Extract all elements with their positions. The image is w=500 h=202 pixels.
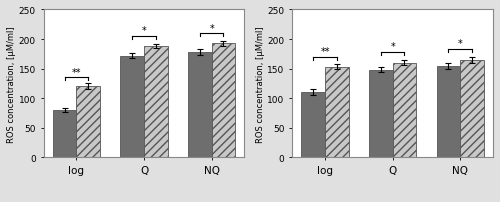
Text: *: * — [210, 23, 214, 33]
Bar — [52, 110, 76, 158]
Bar — [436, 66, 460, 158]
Text: **: ** — [72, 67, 81, 78]
Text: **: ** — [320, 47, 330, 57]
Bar — [144, 47, 168, 158]
Bar — [460, 60, 484, 158]
Text: *: * — [458, 39, 462, 49]
Bar — [212, 44, 236, 158]
Bar — [325, 67, 348, 158]
Bar — [302, 93, 325, 158]
Bar — [188, 53, 212, 158]
Bar — [120, 56, 144, 158]
Bar — [76, 87, 100, 158]
Text: *: * — [390, 42, 395, 52]
Bar — [369, 70, 392, 158]
Bar — [392, 63, 416, 158]
Y-axis label: ROS concentration, [μM/ml]: ROS concentration, [μM/ml] — [256, 26, 264, 142]
Y-axis label: ROS concentration, [μM/ml]: ROS concentration, [μM/ml] — [7, 26, 16, 142]
Text: *: * — [142, 26, 146, 36]
